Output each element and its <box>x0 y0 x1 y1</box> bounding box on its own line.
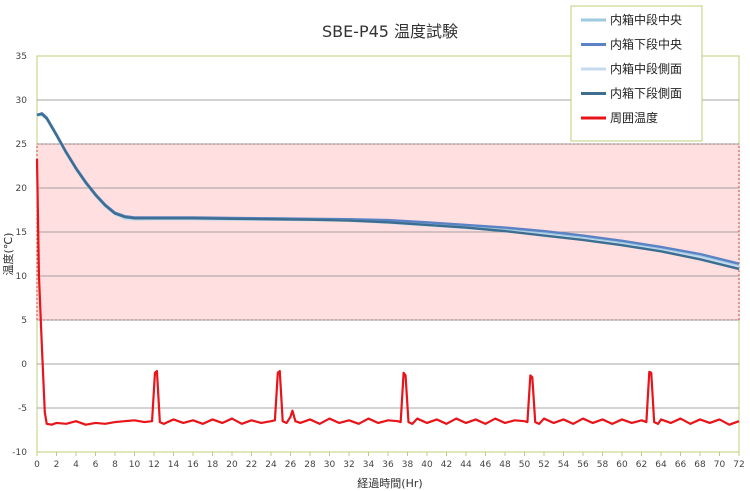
x-tick-label: 20 <box>226 460 238 470</box>
legend-label: 内箱下段側面 <box>610 86 682 101</box>
x-tick-label: 24 <box>265 460 277 470</box>
y-tick-label: 20 <box>16 184 28 194</box>
x-tick-label: 50 <box>519 460 531 470</box>
series-line-4 <box>36 112 740 271</box>
x-tick-label: 56 <box>577 460 589 470</box>
x-tick-label: 4 <box>73 460 79 470</box>
x-tick-label: 60 <box>616 460 628 470</box>
x-tick-label: 66 <box>675 460 687 470</box>
series-group <box>35 112 740 426</box>
x-tick-label: 16 <box>187 460 199 470</box>
x-tick-label: 8 <box>112 460 118 470</box>
x-tick-label: 6 <box>93 460 99 470</box>
grid-lines <box>37 99 739 409</box>
x-tick-label: 72 <box>733 460 744 470</box>
y-tick-label: 35 <box>16 52 27 62</box>
y-tick-label: 15 <box>16 228 27 238</box>
y-tick-label: 5 <box>21 316 27 326</box>
chart-title: SBE-P45 温度試験 <box>322 22 458 41</box>
y-tick-label: 25 <box>16 140 27 150</box>
y-axis-ticks: -10 -5 0 5 10 15 20 25 30 35 <box>12 52 27 458</box>
x-tick-label: 64 <box>655 460 667 470</box>
x-tick-label: 42 <box>441 460 452 470</box>
x-tick-label: 0 <box>34 460 40 470</box>
x-tick-label: 28 <box>304 460 316 470</box>
x-tick-label: 58 <box>597 460 609 470</box>
x-tick-label: 40 <box>421 460 433 470</box>
x-tick-label: 14 <box>168 460 180 470</box>
y-tick-label: -5 <box>18 404 27 414</box>
x-tick-label: 38 <box>402 460 414 470</box>
x-tick-label: 30 <box>324 460 336 470</box>
x-tick-label: 18 <box>207 460 219 470</box>
x-tick-label: 22 <box>246 460 257 470</box>
x-axis-title: 経過時間(Hr) <box>357 477 422 490</box>
x-tick-label: 26 <box>285 460 297 470</box>
x-tick-label: 36 <box>382 460 394 470</box>
y-tick-label: 0 <box>21 360 27 370</box>
x-tick-label: 52 <box>538 460 549 470</box>
x-tick-label: 70 <box>714 460 726 470</box>
x-axis-ticks: 0 2 4 6 8 10 12 14 16 18 20 22 24 26 28 30 32 34 36 38 40 42 4… <box>34 452 745 470</box>
series-line-5 <box>35 158 740 426</box>
x-tick-label: 12 <box>148 460 159 470</box>
x-tick-label: 46 <box>480 460 492 470</box>
x-tick-label: 2 <box>54 460 60 470</box>
x-tick-label: 44 <box>460 460 472 470</box>
x-tick-label: 54 <box>558 460 570 470</box>
x-tick-label: 34 <box>363 460 375 470</box>
y-tick-label: 30 <box>16 96 28 106</box>
x-tick-label: 68 <box>694 460 706 470</box>
y-tick-label: 10 <box>16 272 28 282</box>
x-tick-label: 62 <box>636 460 647 470</box>
x-tick-label: 48 <box>499 460 511 470</box>
legend-label: 内箱中段中央 <box>610 12 682 27</box>
x-tick-label: 10 <box>129 460 141 470</box>
legend-label: 周囲温度 <box>610 110 658 125</box>
legend-label: 内箱下段中央 <box>610 37 682 52</box>
y-tick-label: -10 <box>12 448 27 458</box>
legend-label: 内箱中段側面 <box>610 61 682 76</box>
x-tick-label: 32 <box>343 460 354 470</box>
y-axis-title: 温度(℃) <box>1 233 15 276</box>
